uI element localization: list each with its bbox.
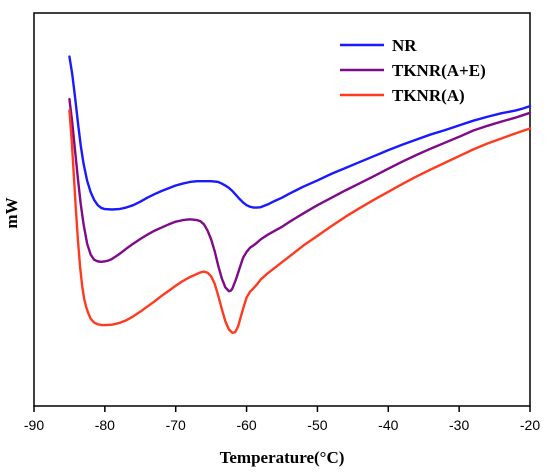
x-axis-title: Temperature(°C) [220,448,345,467]
series-line-0 [68,55,532,211]
series-line-1 [68,97,532,293]
x-tick-label: -60 [236,417,256,433]
legend-label-0: NR [392,36,417,55]
x-tick-label: -80 [95,417,115,433]
x-tick-label: -40 [378,417,398,433]
x-axis-ticks: -90 -80 -70 -60 -50 -40 -30 -20 [24,406,540,433]
x-tick-label: -20 [520,417,540,433]
legend: NR TKNR(A+E) TKNR(A) [340,36,486,105]
series-lines [68,55,532,335]
legend-label-2: TKNR(A) [392,86,465,105]
legend-label-1: TKNR(A+E) [392,61,486,80]
x-tick-label: -50 [307,417,327,433]
x-tick-label: -30 [449,417,469,433]
series-line-2 [68,109,532,335]
y-axis-title: mW [2,197,21,228]
x-tick-label: -90 [24,417,44,433]
x-tick-label: -70 [166,417,186,433]
plot-frame [33,12,531,407]
